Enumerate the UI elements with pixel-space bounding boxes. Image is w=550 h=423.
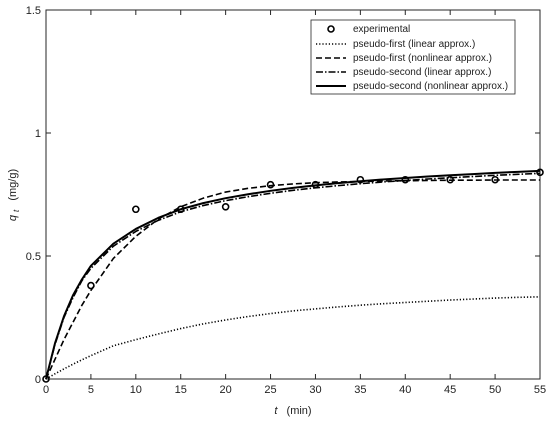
x-tick-label: 25 [264,384,276,396]
legend-marker-experimental [327,25,335,33]
experimental-point [266,180,275,189]
pseudo-first-linear-line [45,296,541,380]
x-axis-label: t (min) [274,405,311,417]
x-tick-label: 55 [534,384,546,396]
legend-box [310,19,516,95]
pseudo-first-nonlinear-line [45,179,540,380]
y-axis-sub: t [12,209,21,212]
legend-label-pf-linear: pseudo-first (linear approx.) [353,39,475,50]
x-tick-label: 35 [354,384,366,396]
x-axis-ticks: 0 5 10 15 20 25 30 35 40 45 50 55 [43,10,546,396]
pseudo-second-nonlinear-line [45,169,541,380]
experimental-point [221,203,230,211]
x-tick-label: 20 [220,384,232,396]
x-axis-var: t [274,405,278,417]
experimental-point [87,281,95,290]
series-layer [45,169,541,380]
x-tick-label: 45 [444,384,456,396]
legend: experimental pseudo-first (linear approx… [310,19,516,95]
legend-label-ps-linear: pseudo-second (linear approx.) [353,67,491,78]
legend-label-pf-nonlinear: pseudo-first (nonlinear approx.) [353,53,492,64]
y-axis-label: q t (mg/g) [7,169,22,221]
x-tick-label: 30 [309,384,321,396]
y-tick-label: 0.5 [26,251,41,263]
experimental-markers [42,168,544,383]
experimental-point [356,175,365,184]
experimental-point [446,175,454,184]
experimental-point [536,168,544,177]
y-axis-unit: (mg/g) [7,169,19,201]
legend-label-experimental: experimental [353,24,410,35]
x-tick-label: 5 [88,384,94,396]
y-tick-label: 1 [35,128,41,140]
experimental-point [491,175,499,184]
experimental-point [42,375,50,383]
experimental-point [401,175,410,184]
legend-label-ps-nonlinear: pseudo-second (nonlinear approx.) [353,81,508,92]
x-tick-label: 0 [43,384,49,396]
x-axis-unit: (min) [287,405,312,417]
experimental-point [311,180,320,189]
y-tick-label: 0 [35,374,41,386]
x-tick-label: 15 [175,384,187,396]
experimental-point [176,205,185,214]
x-tick-label: 10 [130,384,142,396]
x-tick-label: 40 [399,384,411,396]
experimental-point [132,205,140,214]
y-axis-ticks: 0 0.5 1 1.5 [26,5,540,386]
y-tick-label: 1.5 [26,5,41,17]
y-axis-var: q [7,214,19,221]
x-tick-label: 50 [489,384,501,396]
